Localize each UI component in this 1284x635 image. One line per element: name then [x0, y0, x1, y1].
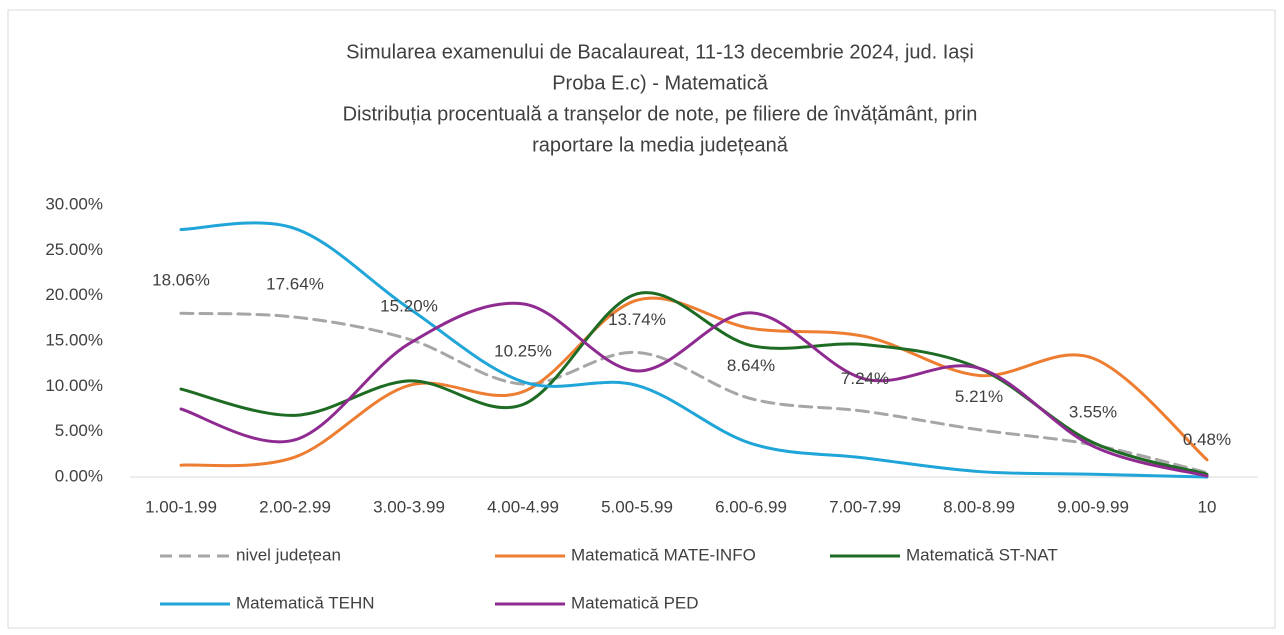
x-tick-label: 3.00-3.99 — [373, 497, 445, 516]
data-label: 10.25% — [494, 342, 552, 361]
legend-label: Matematică PED — [571, 593, 699, 612]
x-tick-label: 10 — [1198, 497, 1217, 516]
y-tick-label: 25.00% — [45, 240, 103, 259]
data-label: 7.24% — [841, 369, 889, 388]
x-tick-label: 4.00-4.99 — [487, 497, 559, 516]
data-label: 17.64% — [266, 275, 324, 294]
series-line — [179, 311, 1209, 475]
legend-label: nivel județean — [236, 545, 341, 564]
chart-title: Proba E.c) - Matematică — [552, 72, 769, 94]
chart-title: Distribuția procentuală a tranșelor de n… — [343, 103, 978, 125]
data-label: 8.64% — [727, 356, 775, 375]
series-line — [179, 301, 1209, 478]
y-tick-label: 5.00% — [55, 421, 103, 440]
data-label: 13.74% — [608, 310, 666, 329]
legend-label: Matematică MATE-INFO — [571, 545, 756, 564]
x-tick-label: 8.00-8.99 — [943, 497, 1015, 516]
x-tick-label: 9.00-9.99 — [1057, 497, 1129, 516]
y-tick-label: 30.00% — [45, 194, 103, 213]
x-tick-label: 7.00-7.99 — [829, 497, 901, 516]
data-label: 3.55% — [1069, 402, 1117, 421]
series-line — [179, 221, 1209, 479]
legend-label: Matematică TEHN — [236, 593, 375, 612]
chart-title: raportare la media județeană — [532, 134, 789, 156]
x-tick-label: 1.00-1.99 — [145, 497, 217, 516]
data-label: 15.20% — [380, 297, 438, 316]
x-tick-label: 6.00-6.99 — [715, 497, 787, 516]
data-label: 0.48% — [1183, 430, 1231, 449]
chart-title: Simularea examenului de Bacalaureat, 11-… — [346, 41, 974, 63]
y-tick-label: 10.00% — [45, 376, 103, 395]
legend-label: Matematică ST-NAT — [906, 545, 1058, 564]
chart-frame — [7, 9, 1276, 629]
y-tick-label: 20.00% — [45, 285, 103, 304]
data-label: 18.06% — [152, 271, 210, 290]
data-label: 5.21% — [955, 387, 1003, 406]
x-tick-label: 2.00-2.99 — [259, 497, 331, 516]
series-line — [179, 296, 1209, 468]
y-tick-label: 15.00% — [45, 330, 103, 349]
y-tick-label: 0.00% — [55, 466, 103, 485]
x-tick-label: 5.00-5.99 — [601, 497, 673, 516]
